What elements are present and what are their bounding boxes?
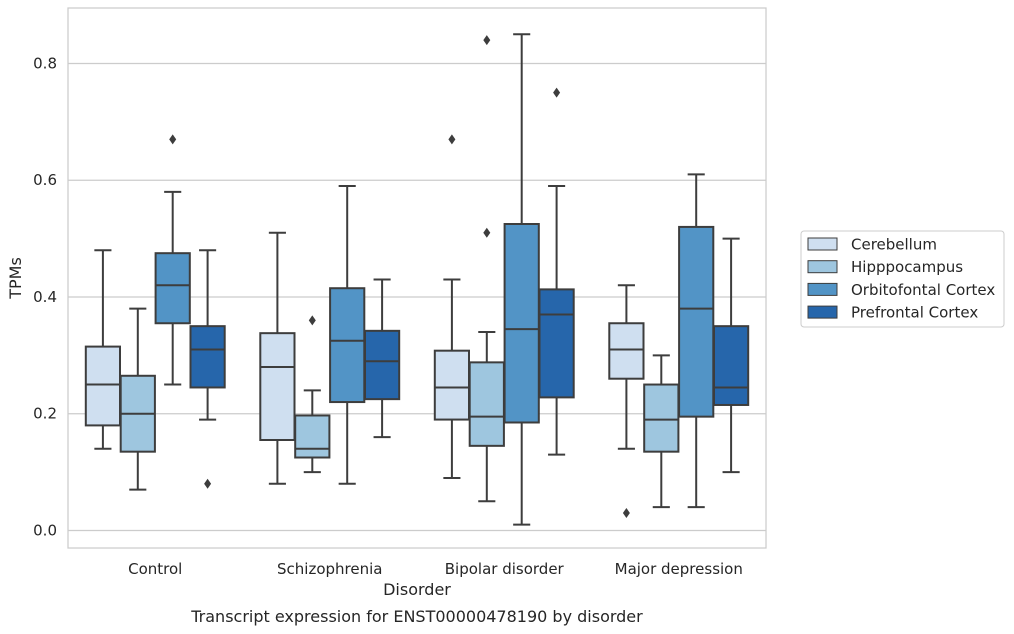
box-group [678,173,715,509]
x-axis-label: Disorder [383,580,451,599]
boxes [84,33,750,526]
box-group [712,237,750,474]
outlier-point [483,227,491,238]
outlier-point [622,507,630,518]
box [678,225,715,418]
box [363,329,401,401]
y-axis-label: TPMs [6,257,25,300]
outlier-point [204,478,212,489]
legend-swatch [807,305,838,319]
box-group [433,134,471,479]
box-group [643,354,680,509]
box-group [329,185,366,485]
legend-label: Prefrontal Cortex [851,304,978,322]
y-tick-label: 0.4 [33,288,57,306]
box [84,345,122,427]
x-tick-label: Bipolar disorder [445,560,565,578]
box-group [154,134,191,386]
box-group [189,249,226,489]
box [329,287,366,404]
y-tick-labels: 0.0 0.2 0.4 0.6 0.8 [33,54,57,539]
box-group [259,231,296,485]
box-group [119,307,156,491]
outlier-point [169,134,177,145]
legend-swatch [807,260,838,274]
y-tick-label: 0.8 [33,54,57,72]
box [433,349,471,421]
outlier-point [308,315,316,326]
box [468,361,505,447]
y-tick-label: 0.0 [33,521,57,539]
box [294,414,331,459]
x-tick-labels: Control Schizophrenia Bipolar disorder Majo… [128,560,743,578]
box [712,325,750,406]
chart-caption: Transcript expression for ENST0000047819… [190,607,643,626]
x-tick-label: Control [128,560,182,578]
y-tick-label: 0.6 [33,171,57,189]
box-group [608,284,645,518]
box [538,288,575,399]
legend-swatch [807,237,838,251]
box-group [84,249,122,450]
legend: Cerebellum Hipppocampus Orbitofontal Corte… [800,230,1005,328]
outlier-point [483,35,491,46]
outlier-point [553,87,561,98]
legend-swatch [807,282,838,296]
box-group [503,33,540,526]
box-group [294,315,331,474]
y-tick-label: 0.2 [33,405,57,423]
box-group [538,87,575,456]
box [259,332,296,442]
legend-label: Hipppocampus [851,258,963,276]
box-group [363,278,401,439]
legend-label: Orbitofontal Cortex [851,281,995,299]
x-tick-label: Schizophrenia [277,560,382,578]
box [643,383,680,453]
plot-frame [67,7,767,549]
box [503,223,540,424]
box-group [468,35,505,503]
legend-frame [800,230,1005,328]
box [189,325,226,389]
box [608,322,645,380]
outlier-point [448,134,456,145]
x-tick-label: Major depression [615,560,743,578]
legend-label: Cerebellum [851,236,937,254]
box [154,252,191,325]
